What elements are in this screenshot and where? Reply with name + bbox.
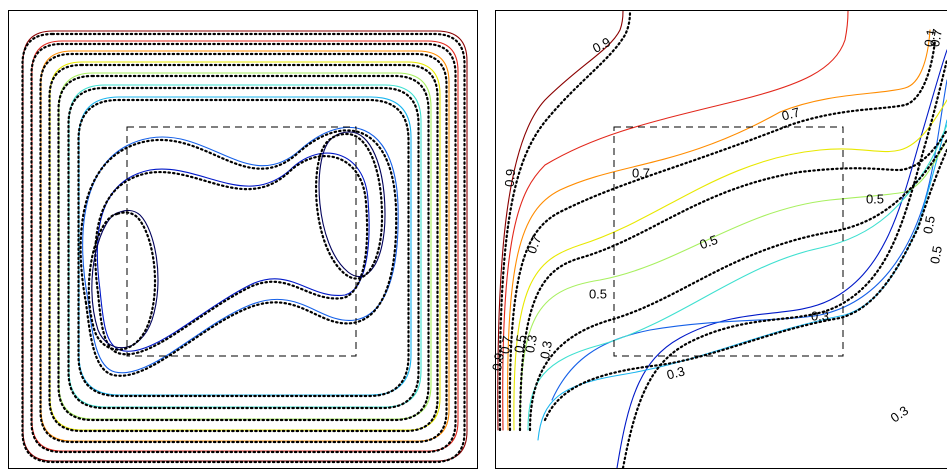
left-reference-contour [30, 42, 457, 454]
contour-value-label: 0.7 [524, 234, 544, 256]
right-inset-box [613, 126, 844, 357]
contour-value-label: 0.5 [866, 191, 884, 206]
contour-value-label: 0.9 [489, 352, 507, 372]
contour-value-label: 0.5 [511, 334, 529, 354]
left-contour-line [22, 30, 468, 462]
left-contour-panel [8, 10, 478, 469]
left-reference-contour [94, 155, 369, 356]
left-reference-contour [48, 63, 439, 433]
right-contour-line [519, 139, 947, 431]
left-contour-line [40, 50, 450, 442]
contour-value-label: 0.7 [780, 104, 801, 123]
contour-value-label: 0.3 [811, 308, 829, 323]
left-contour-line [82, 127, 399, 374]
right-contour-line [507, 29, 931, 431]
contour-value-label: 0.5 [927, 245, 945, 265]
left-contour-line [91, 209, 159, 349]
right-reference-contour [543, 148, 947, 422]
left-reference-contour [21, 32, 466, 464]
contour-value-label: 0.1 [921, 28, 939, 48]
right-reference-contour [621, 58, 947, 468]
left-reference-contour [57, 74, 430, 422]
right-contour-panel: 0.90.70.50.90.70.70.50.50.50.30.30.30.10… [489, 10, 947, 469]
contour-value-label: 0.7 [632, 165, 650, 180]
left-contour-line [58, 72, 432, 420]
contour-value-label: 0.5 [698, 232, 720, 252]
contour-value-label: 0.9 [502, 168, 519, 187]
contour-value-label: 0.3 [537, 340, 555, 360]
left-reference-contour [79, 129, 398, 377]
left-inset-box [126, 126, 357, 357]
right-panel-frame [495, 10, 947, 469]
contour-value-label: 0.3 [522, 334, 540, 354]
right-contour-line [513, 99, 947, 431]
left-reference-contour [87, 211, 157, 351]
right-reference-contour [498, 11, 632, 432]
right-reference-contour [518, 128, 947, 432]
left-contour-line [78, 96, 412, 396]
left-reference-contour [77, 98, 410, 398]
contour-value-label: 0.3 [888, 403, 911, 426]
right-reference-contour [528, 138, 947, 432]
right-reference-contour [508, 38, 937, 432]
right-contour-line [502, 11, 849, 431]
right-contour-line [616, 49, 947, 468]
left-reference-contour [314, 132, 384, 280]
left-reference-contour [67, 86, 420, 410]
contour-value-label: 0.7 [927, 28, 945, 48]
contour-value-label: 0.3 [665, 363, 686, 382]
contour-value-label: 0.5 [589, 286, 607, 301]
contour-value-label: 0.7 [497, 335, 515, 355]
left-reference-contour [39, 52, 448, 444]
contour-value-label: 0.9 [590, 34, 613, 56]
left-contour-line [318, 131, 386, 278]
right-contour-line [497, 11, 624, 431]
contour-value-label: 0.5 [920, 215, 938, 235]
right-contour-line [527, 124, 947, 431]
left-contour-line [96, 152, 370, 352]
left-panel-frame [8, 10, 478, 469]
